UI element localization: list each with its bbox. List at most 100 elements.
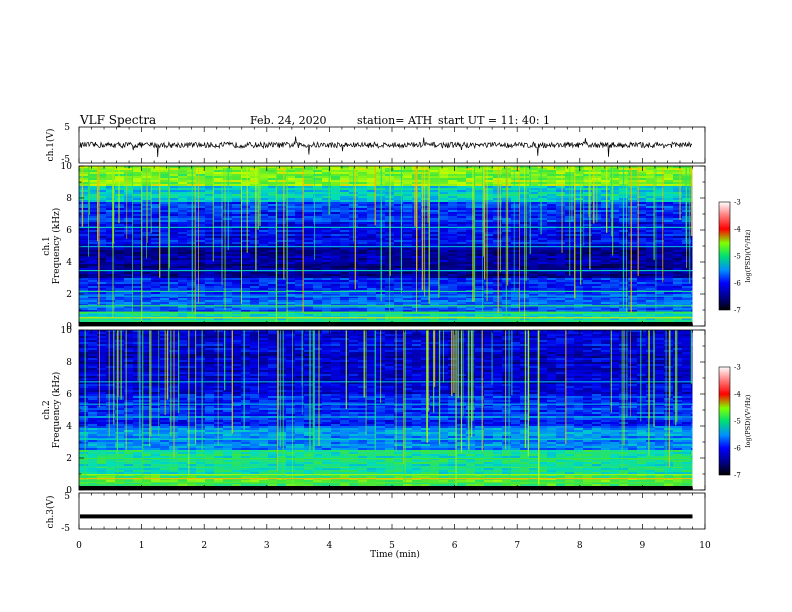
spectrogram-cell [646, 242, 655, 244]
spectrogram-cell [196, 252, 205, 254]
spectrogram-cell [484, 188, 493, 190]
spectrogram-cell [475, 242, 484, 244]
spectrogram-cell [322, 240, 331, 242]
spectrogram-cell [475, 262, 484, 264]
spectrogram-cell [313, 190, 322, 192]
spectrogram-cell [475, 184, 484, 186]
spectrogram-cell [367, 218, 376, 220]
spectrogram-cell [304, 288, 313, 290]
spectrogram-cell [538, 282, 547, 284]
spectrogram-cell [133, 198, 142, 200]
spectrogram-cell [529, 294, 538, 296]
spectrogram-cell [331, 194, 340, 196]
spectrogram-cell [601, 178, 610, 180]
spectrogram-cell [214, 208, 223, 210]
spectrogram-cell [583, 272, 592, 274]
spectrogram-cell [151, 230, 160, 232]
spectrogram-cell [178, 258, 187, 260]
spectrogram-cell [250, 204, 259, 206]
spectrogram-cell [376, 264, 385, 266]
spectrogram-cell [421, 248, 430, 250]
spectrogram-cell [637, 234, 646, 236]
spectrogram-cell [583, 228, 592, 230]
spectrogram-cell [268, 304, 277, 306]
spectrogram-cell [232, 240, 241, 242]
spectrogram-cell [637, 254, 646, 256]
spectrogram-cell [691, 244, 693, 246]
spectrogram-cell [547, 224, 556, 226]
spectrogram-cell [583, 174, 592, 176]
spectrogram-cell [538, 170, 547, 172]
spectrogram-cell [376, 172, 385, 174]
spectrogram-cell [430, 196, 439, 198]
spectrogram-cell [547, 236, 556, 238]
spectrogram-cell [628, 284, 637, 286]
spectrogram-cell [268, 302, 277, 304]
spectrogram-cell [151, 176, 160, 178]
spectrogram-cell [601, 280, 610, 282]
spectrogram-cell [151, 166, 160, 168]
spectrogram-cell [151, 196, 160, 198]
spectrogram-cell [484, 180, 493, 182]
spectrogram-cell [340, 252, 349, 254]
spectrogram-cell [664, 264, 673, 266]
spectrogram-cell [538, 214, 547, 216]
spectrogram-cell [664, 218, 673, 220]
spectrogram-cell [358, 258, 367, 260]
spectrogram-cell [97, 172, 106, 174]
spectrogram-cell [547, 264, 556, 266]
spectrogram-cell [295, 286, 304, 288]
spectrogram-cell [637, 260, 646, 262]
spectrogram-cell [259, 174, 268, 176]
spectrogram-cell [223, 264, 232, 266]
spectrogram-cell [529, 292, 538, 294]
spectrogram-cell [286, 218, 295, 220]
spectrogram-cell [295, 252, 304, 254]
spectrogram-cell [133, 230, 142, 232]
spectrogram-cell [151, 282, 160, 284]
spectrogram-cell [664, 188, 673, 190]
spectrogram-cell [115, 266, 124, 268]
spectrogram-cell [448, 306, 457, 308]
spectrogram-cell [475, 294, 484, 296]
spectrogram-cell [673, 208, 682, 210]
spectrogram-cell [196, 282, 205, 284]
spectrogram-cell [475, 232, 484, 234]
spectrogram-cell [439, 252, 448, 254]
spectrogram-cell [511, 220, 520, 222]
spectrogram-cell [187, 174, 196, 176]
spectrogram-cell [511, 202, 520, 204]
spectrogram-cell [205, 210, 214, 212]
spectrogram-cell [430, 198, 439, 200]
spectrogram-cell [88, 258, 97, 260]
spectrogram-cell [628, 252, 637, 254]
spectrogram-cell [178, 288, 187, 290]
spectrogram-cell [628, 248, 637, 250]
spectrogram-cell [169, 230, 178, 232]
spectrogram-cell [628, 188, 637, 190]
spectrogram-cell [268, 254, 277, 256]
spectrogram-cell [79, 306, 88, 308]
spectrogram-cell [169, 272, 178, 274]
spectrogram-cell [547, 304, 556, 306]
spectrogram-cell [367, 248, 376, 250]
spectrogram-cell [448, 190, 457, 192]
spectrogram-cell [358, 218, 367, 220]
spectrogram-cell [277, 220, 286, 222]
spectrogram-cell [376, 196, 385, 198]
spectrogram-cell [232, 262, 241, 264]
spectrogram-cell [574, 230, 583, 232]
spectrogram-cell [304, 296, 313, 298]
spectrogram-cell [322, 302, 331, 304]
spectrogram-cell [484, 256, 493, 258]
spectrogram-cell [529, 264, 538, 266]
spectrogram-cell [79, 258, 88, 260]
spectrogram-cell [331, 180, 340, 182]
spectrogram-cell [178, 250, 187, 252]
spectrogram-cell [529, 280, 538, 282]
spectrogram-cell [277, 232, 286, 234]
spectrogram-cell [493, 212, 502, 214]
spectrogram-cell [538, 262, 547, 264]
spectrogram-cell [421, 230, 430, 232]
spectrogram-cell [439, 284, 448, 286]
